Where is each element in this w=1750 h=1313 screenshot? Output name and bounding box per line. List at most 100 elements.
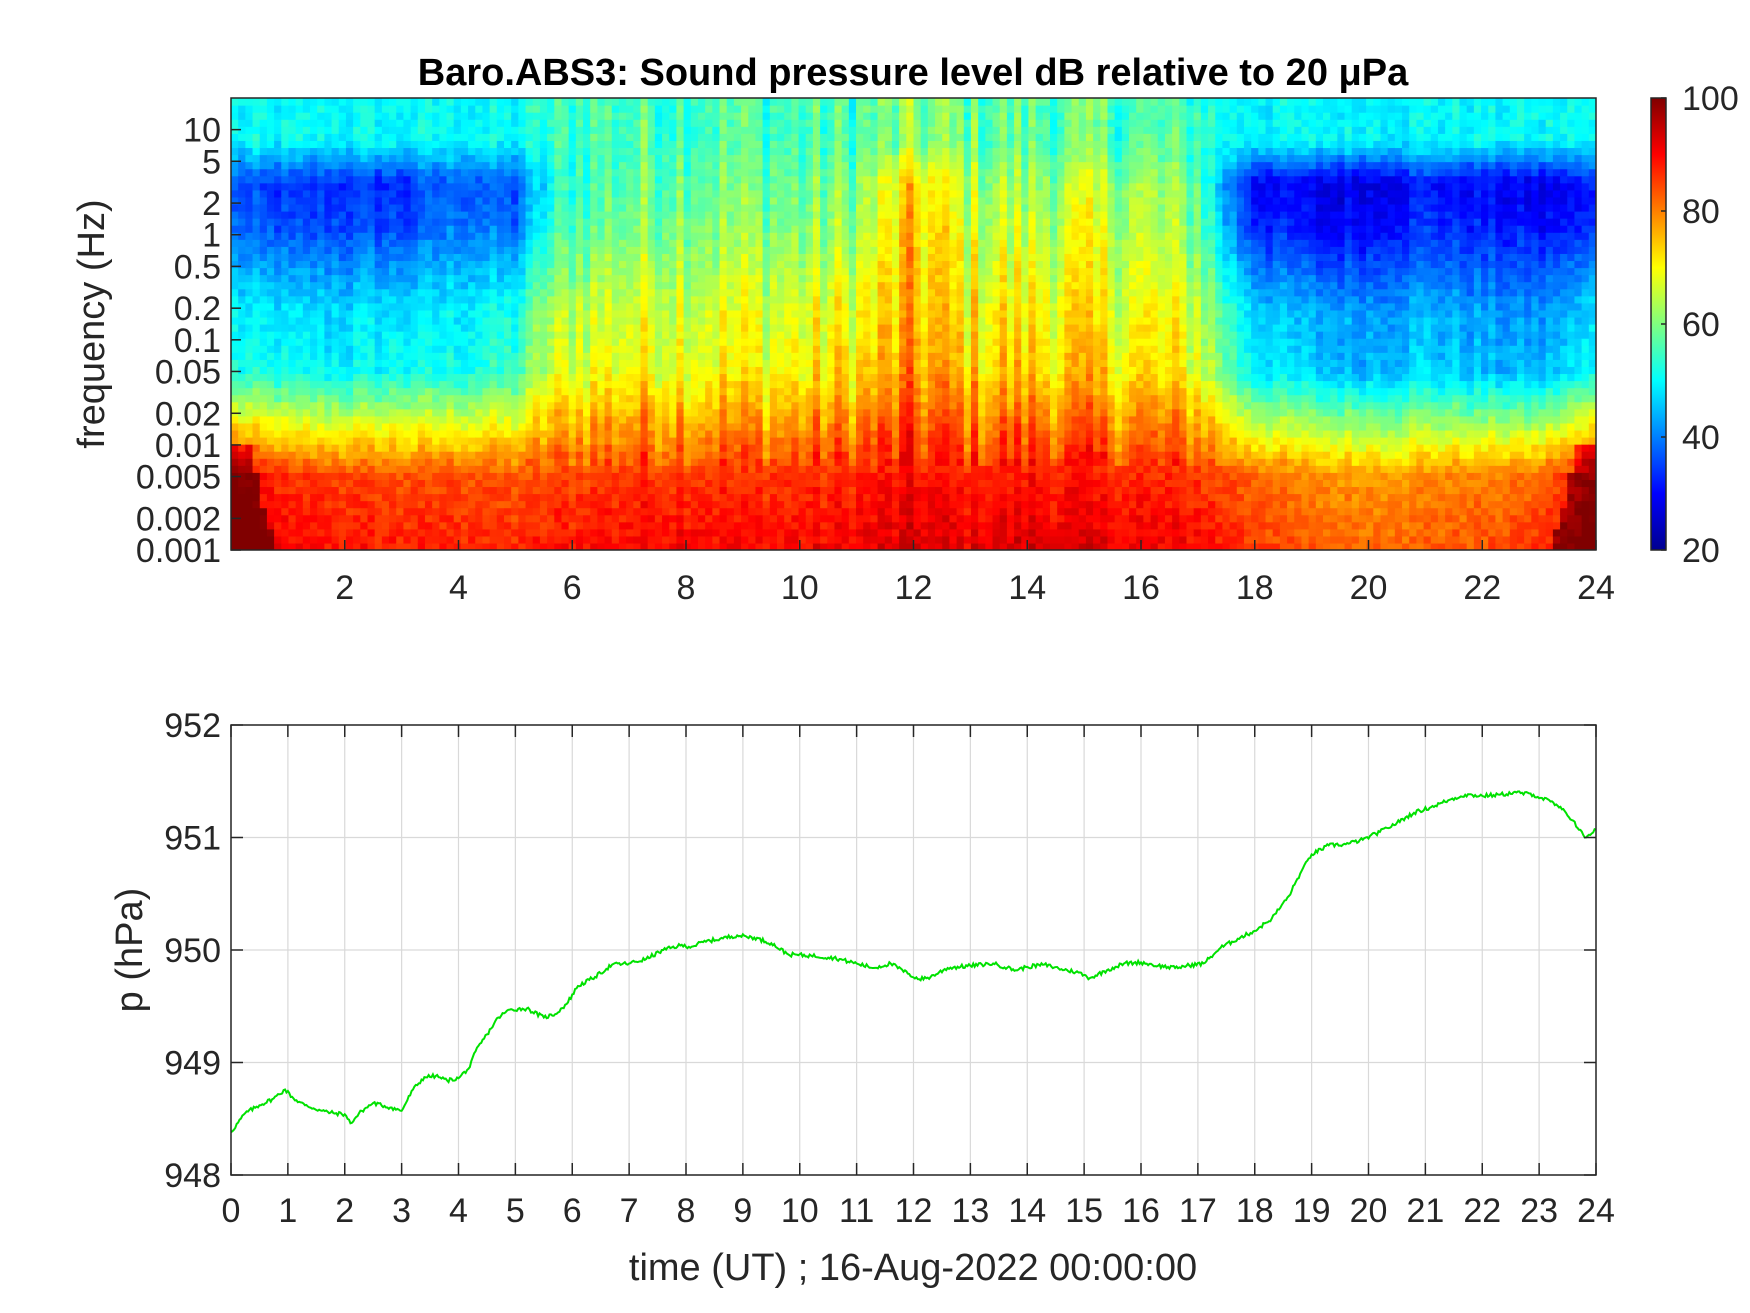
spectrogram-cell bbox=[662, 175, 670, 184]
spectrogram-cell bbox=[755, 479, 764, 488]
spectrogram-cell bbox=[403, 493, 412, 502]
spectrogram-cell bbox=[683, 154, 692, 163]
spectrogram-cell bbox=[583, 140, 591, 149]
spectrogram-cell bbox=[719, 507, 728, 516]
spectrogram-cell bbox=[367, 161, 376, 170]
spectrogram-cell bbox=[310, 387, 318, 396]
spectrogram-cell bbox=[683, 182, 692, 191]
spectrogram-cell bbox=[410, 281, 419, 290]
spectrogram-cell bbox=[295, 189, 304, 198]
spectrogram-cell bbox=[547, 331, 555, 339]
spectrogram-cell bbox=[554, 239, 563, 247]
spectrogram-cell bbox=[496, 218, 505, 226]
spectrogram-cell bbox=[403, 387, 412, 396]
spectrogram-cell bbox=[568, 429, 577, 438]
spectrogram-cell bbox=[432, 154, 440, 163]
spectrogram-cell bbox=[518, 500, 527, 509]
spectrogram-cell bbox=[554, 161, 563, 170]
spectrogram-cell bbox=[424, 479, 433, 488]
spectrogram-cell bbox=[338, 119, 347, 127]
spectrogram-cell bbox=[539, 274, 548, 283]
spectrogram-cell bbox=[460, 451, 469, 459]
spectrogram-cell bbox=[310, 331, 318, 339]
spectrogram-cell bbox=[489, 345, 498, 353]
spectrogram-cell bbox=[381, 133, 390, 141]
spectrogram-cell bbox=[733, 394, 742, 403]
spectrogram-cell bbox=[633, 465, 642, 473]
spectrogram-cell bbox=[633, 260, 642, 269]
spectrogram-cell bbox=[618, 500, 627, 509]
spectrogram-cell bbox=[231, 140, 239, 149]
spectrogram-cell bbox=[417, 500, 426, 509]
spectrogram-cell bbox=[410, 507, 419, 516]
spectrogram-cell bbox=[633, 232, 642, 240]
spectrogram-cell bbox=[367, 500, 376, 509]
spectrogram-cell bbox=[374, 394, 383, 403]
spectrogram-cell bbox=[238, 218, 246, 226]
spectrogram-cell bbox=[353, 373, 361, 382]
spectrogram-cell bbox=[432, 408, 440, 417]
spectrogram-cell bbox=[697, 267, 706, 276]
spectrogram-cell bbox=[424, 232, 433, 240]
spectrogram-cell bbox=[310, 302, 318, 311]
spectrogram-cell bbox=[259, 288, 268, 297]
spectrogram-cell bbox=[518, 168, 527, 177]
spectrogram-cell bbox=[410, 479, 419, 488]
spectrogram-cell bbox=[374, 415, 383, 424]
spectrogram-cell bbox=[633, 373, 642, 382]
spectrogram-cell bbox=[245, 147, 254, 156]
spectrogram-cell bbox=[748, 154, 757, 163]
spectrogram-cell bbox=[360, 458, 369, 466]
spectrogram-cell bbox=[482, 507, 491, 516]
spectrogram-cell bbox=[561, 394, 570, 403]
spectrogram-cell bbox=[238, 373, 246, 382]
spectrogram-cell bbox=[245, 232, 254, 240]
spectrogram-cell bbox=[525, 175, 534, 184]
spectrogram-cell bbox=[733, 479, 742, 488]
spectrogram-cell bbox=[777, 507, 785, 516]
spectrogram-cell bbox=[345, 140, 354, 149]
spectrogram-cell bbox=[231, 493, 239, 502]
spectrogram-cell bbox=[489, 486, 498, 495]
spectrogram-cell bbox=[583, 225, 591, 233]
spectrogram-cell bbox=[245, 331, 254, 339]
spectrogram-cell bbox=[504, 542, 512, 550]
spectrogram-cell bbox=[310, 168, 318, 177]
spectrogram-cell bbox=[647, 415, 656, 424]
spectrogram-cell bbox=[231, 444, 239, 452]
spectrogram-cell bbox=[733, 465, 742, 473]
spectrogram-cell bbox=[726, 302, 735, 311]
spectrogram-cell bbox=[575, 366, 584, 375]
spectrogram-cell bbox=[633, 295, 642, 304]
spectrogram-cell bbox=[597, 211, 606, 219]
spectrogram-cell bbox=[302, 274, 311, 283]
spectrogram-cell bbox=[446, 437, 455, 445]
spectrogram-cell bbox=[532, 521, 541, 530]
spectrogram-cell bbox=[697, 246, 706, 254]
spectrogram-cell bbox=[475, 451, 484, 459]
spectrogram-cell bbox=[726, 316, 735, 325]
spectrogram-cell bbox=[511, 479, 519, 488]
spectrogram-cell bbox=[690, 373, 699, 382]
spectrogram-cell bbox=[669, 302, 678, 311]
spectrogram-cell bbox=[547, 542, 555, 550]
spectrogram-cell bbox=[367, 324, 376, 332]
spectrogram-cell bbox=[446, 521, 455, 530]
spectrogram-cell bbox=[417, 535, 426, 544]
spectrogram-cell bbox=[525, 521, 534, 530]
spectrogram-cell bbox=[539, 472, 548, 480]
spectrogram-cell bbox=[295, 472, 304, 480]
spectrogram-cell bbox=[453, 295, 462, 304]
spectrogram-cell bbox=[662, 338, 670, 346]
spectrogram-cell bbox=[231, 486, 239, 495]
spectrogram-cell bbox=[532, 352, 541, 360]
spectrogram-cell bbox=[690, 267, 699, 276]
spectrogram-cell bbox=[755, 288, 764, 297]
spectrogram-cell bbox=[432, 401, 440, 410]
spectrogram-cell bbox=[453, 394, 462, 403]
spectrogram-cell bbox=[396, 218, 405, 226]
spectrogram-cell bbox=[345, 486, 354, 495]
spectrogram-cell bbox=[504, 281, 512, 290]
spectrogram-cell bbox=[633, 366, 642, 375]
spectrogram-cell bbox=[741, 168, 749, 177]
